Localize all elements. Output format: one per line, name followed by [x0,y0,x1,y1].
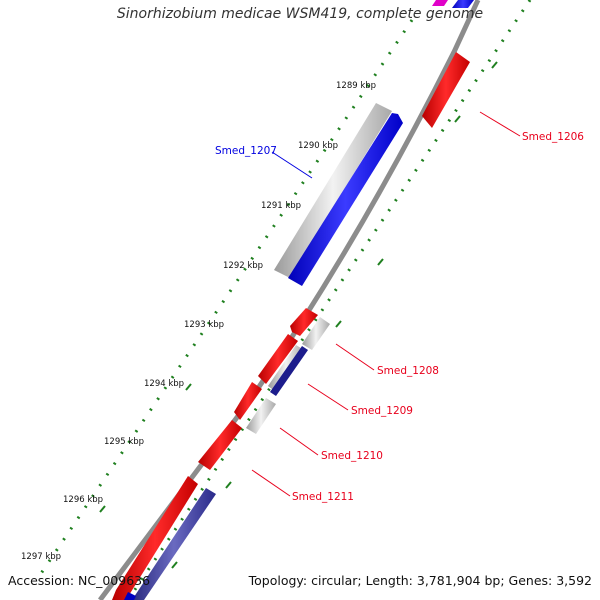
scale-label: 1295 kbp [104,437,144,447]
gene-labels: Smed_1206 Smed_1207 Smed_1208 Smed_1209 … [215,131,584,503]
scale-label: 1296 kbp [63,495,103,505]
cds-bottom-red[interactable] [112,476,198,600]
gene-label-smed-1206[interactable]: Smed_1206 [522,131,584,143]
accession-text: Accession: NC_009636 [8,573,151,588]
cds-smed-1209-red[interactable] [258,334,298,384]
cds-smed-1210[interactable] [234,382,262,420]
map-title: Sinorhizobium medicae WSM419, complete g… [116,6,484,22]
gene-bar-smed-1210[interactable] [246,398,276,434]
gene-bar-smed-1207[interactable] [274,103,392,278]
scale-label: 1291 kbp [261,201,301,211]
cds-smed-1208[interactable] [290,308,318,336]
scale-label: 1293 kbp [184,320,224,330]
genome-backbone [98,0,481,600]
gene-smed-1206[interactable] [422,52,470,128]
gene-label-smed-1207[interactable]: Smed_1207 [215,145,277,157]
cds-bottom-navy[interactable] [132,488,216,600]
gc-skew-marks [99,61,498,569]
feature-top-magenta[interactable] [432,0,448,6]
scale-label: 1290 kbp [298,141,338,151]
scale-label: 1289 kbp [336,81,376,91]
scale-label: 1294 kbp [144,379,184,389]
topology-text: Topology: circular; Length: 3,781,904 bp… [248,573,592,588]
leader-lines [251,111,521,497]
cds-bottom-blue-stub[interactable] [124,592,136,600]
scale-label: 1292 kbp [223,261,263,271]
gene-label-smed-1210[interactable]: Smed_1210 [321,450,383,462]
gene-label-smed-1209[interactable]: Smed_1209 [351,405,413,417]
gene-bar-smed-1208[interactable] [302,317,330,350]
scale-labels: 1289 kbp 1290 kbp 1291 kbp 1292 kbp 1293… [21,81,376,562]
gene-label-smed-1208[interactable]: Smed_1208 [377,365,439,377]
rna-smed-1209[interactable] [270,346,308,396]
cds-smed-1207[interactable] [288,113,403,286]
dot-track-inner [38,19,414,576]
scale-label: 1297 kbp [21,552,61,562]
feature-top-blue[interactable] [452,0,474,8]
dot-track-outer [126,0,532,600]
gene-label-smed-1211[interactable]: Smed_1211 [292,491,354,503]
cds-smed-1211[interactable] [198,420,242,470]
